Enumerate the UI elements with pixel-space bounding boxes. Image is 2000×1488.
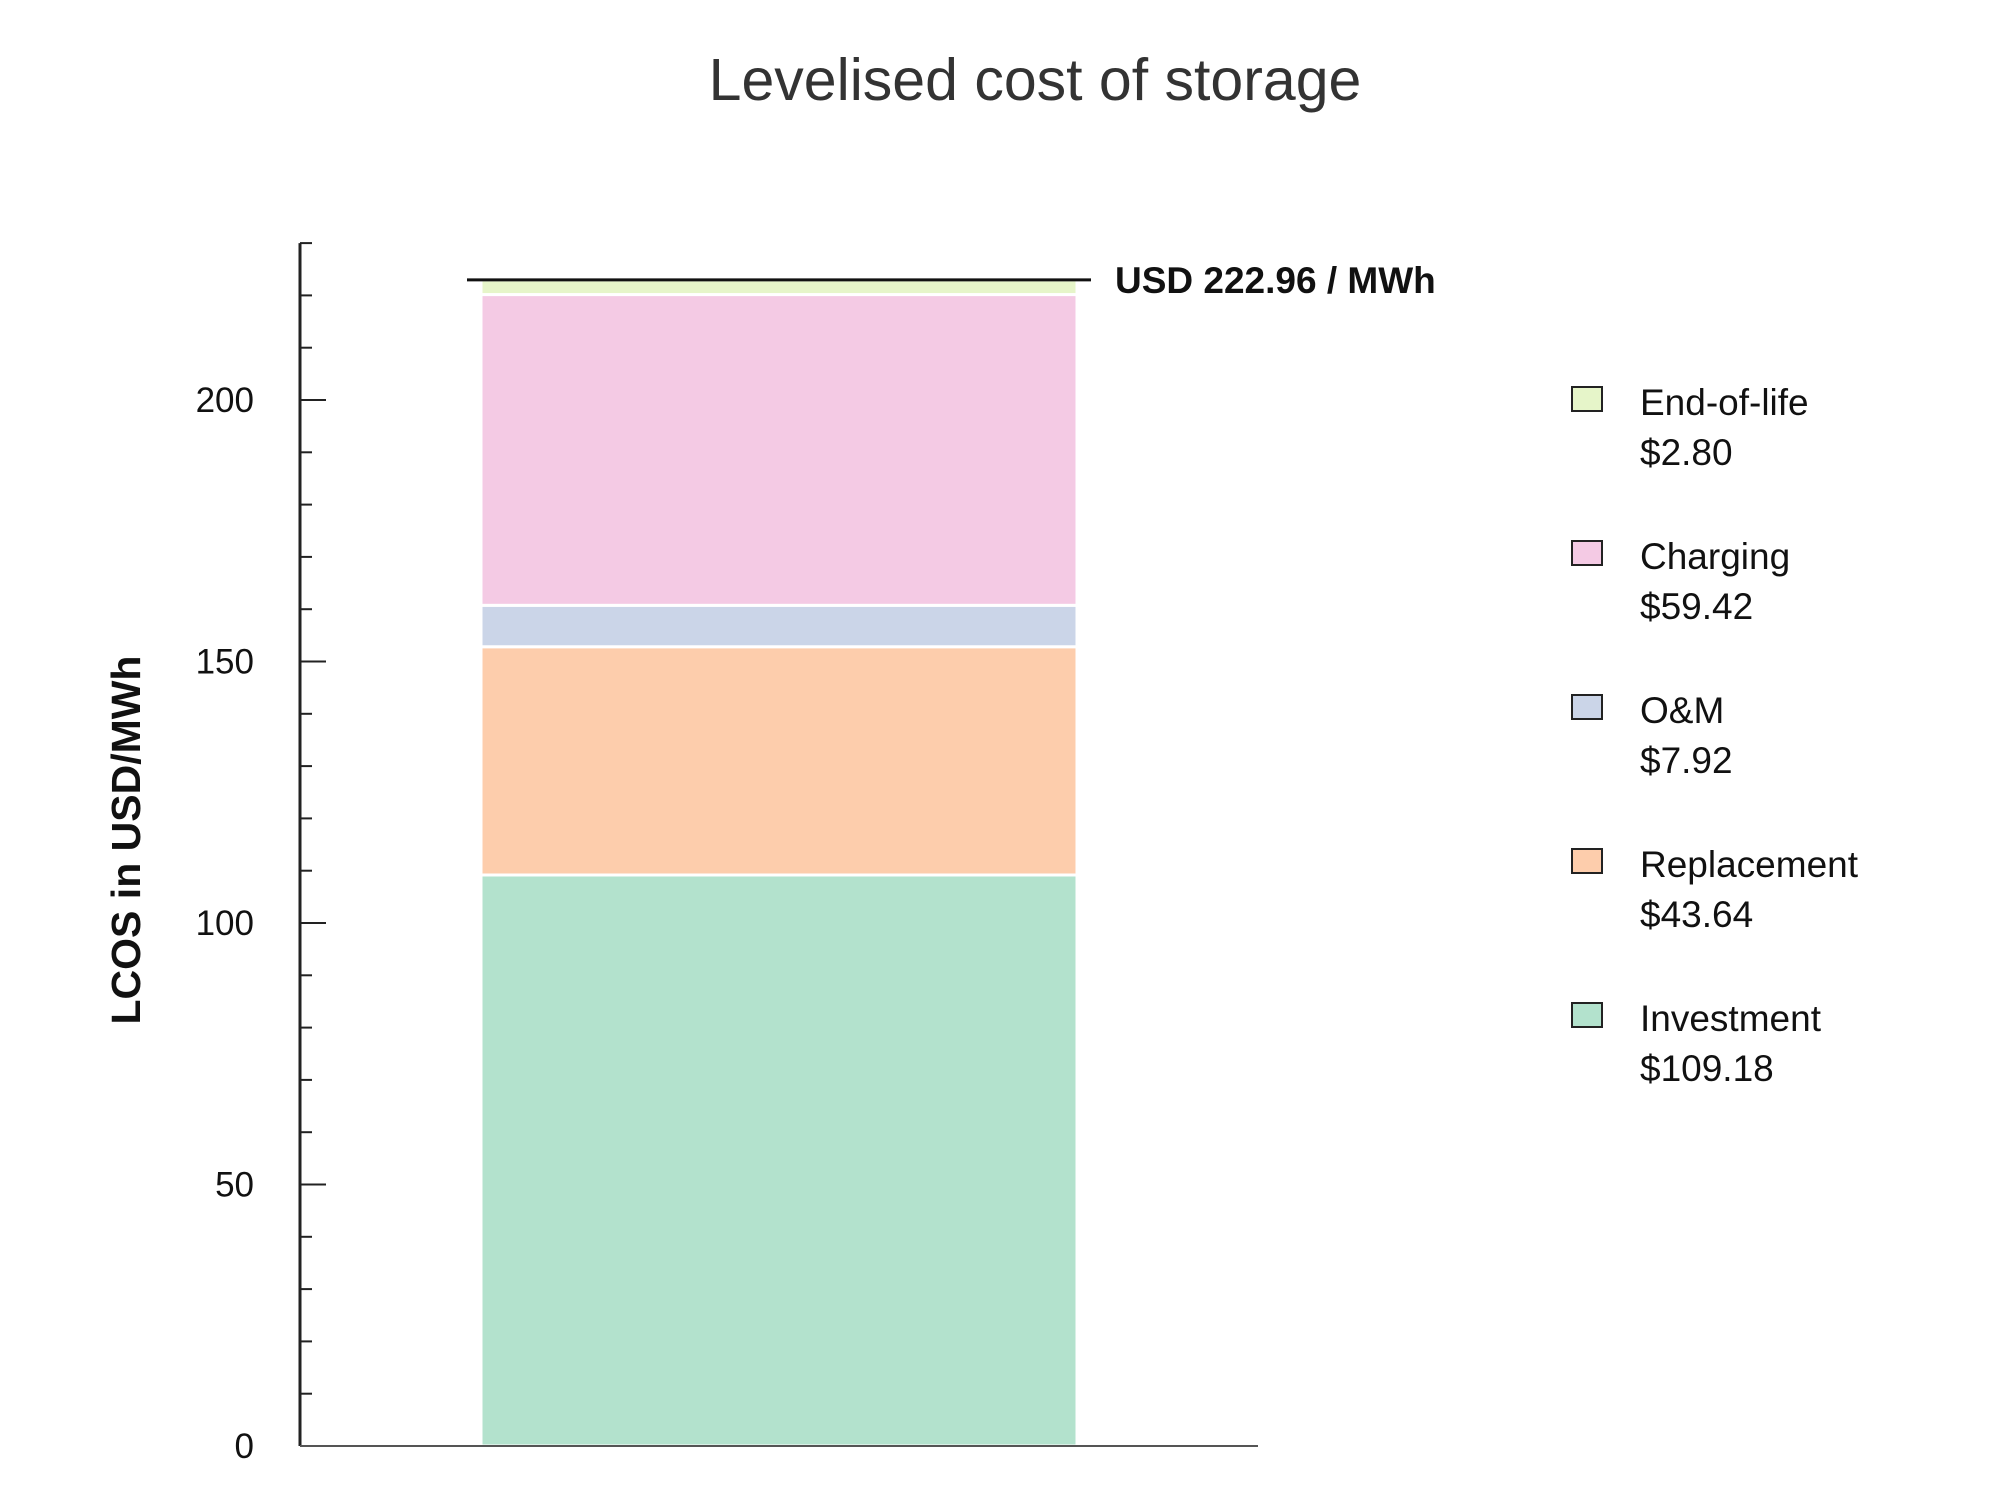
- bar-segment-end-of-life: [479, 278, 1079, 297]
- bar-segment-o-m: [479, 603, 1079, 649]
- legend-swatch-end-of-life: [1571, 386, 1603, 412]
- y-tick-label: 150: [196, 643, 254, 682]
- legend-value-replacement: $43.64: [1640, 894, 1753, 935]
- legend-value-investment: $109.18: [1640, 1048, 1774, 1089]
- y-axis-label: LCOS in USD/MWh: [103, 656, 149, 1025]
- legend-value-end-of-life: $2.80: [1640, 432, 1733, 473]
- legend: End-of-life $2.80 Charging $59.42 O&M $7.92 Re…: [1571, 382, 1859, 1089]
- legend-label-o-m: O&M: [1640, 690, 1724, 731]
- legend-swatch-replacement: [1571, 848, 1603, 874]
- chart-title: Levelised cost of storage: [709, 47, 1362, 113]
- legend-label-charging: Charging: [1640, 536, 1790, 577]
- total-label: USD 222.96 / MWh: [1115, 260, 1436, 301]
- bar-segment-investment: [479, 873, 1079, 1448]
- legend-value-charging: $59.42: [1640, 586, 1753, 627]
- y-axis: 0 50 100 150 200: [196, 242, 326, 1466]
- y-tick-label: 0: [235, 1427, 254, 1466]
- y-tick-label: 100: [196, 904, 254, 943]
- stacked-bar: [479, 278, 1079, 1448]
- legend-label-replacement: Replacement: [1640, 844, 1859, 885]
- legend-swatch-charging: [1571, 540, 1603, 566]
- y-tick-label: 50: [215, 1166, 254, 1205]
- legend-label-investment: Investment: [1640, 998, 1822, 1039]
- legend-swatch-o-m: [1571, 694, 1603, 720]
- legend-value-o-m: $7.92: [1640, 740, 1733, 781]
- bar-segment-replacement: [479, 645, 1079, 877]
- legend-swatch-investment: [1571, 1002, 1603, 1028]
- legend-label-end-of-life: End-of-life: [1640, 382, 1809, 423]
- bar-segment-charging: [479, 293, 1079, 607]
- y-tick-label: 200: [196, 381, 254, 420]
